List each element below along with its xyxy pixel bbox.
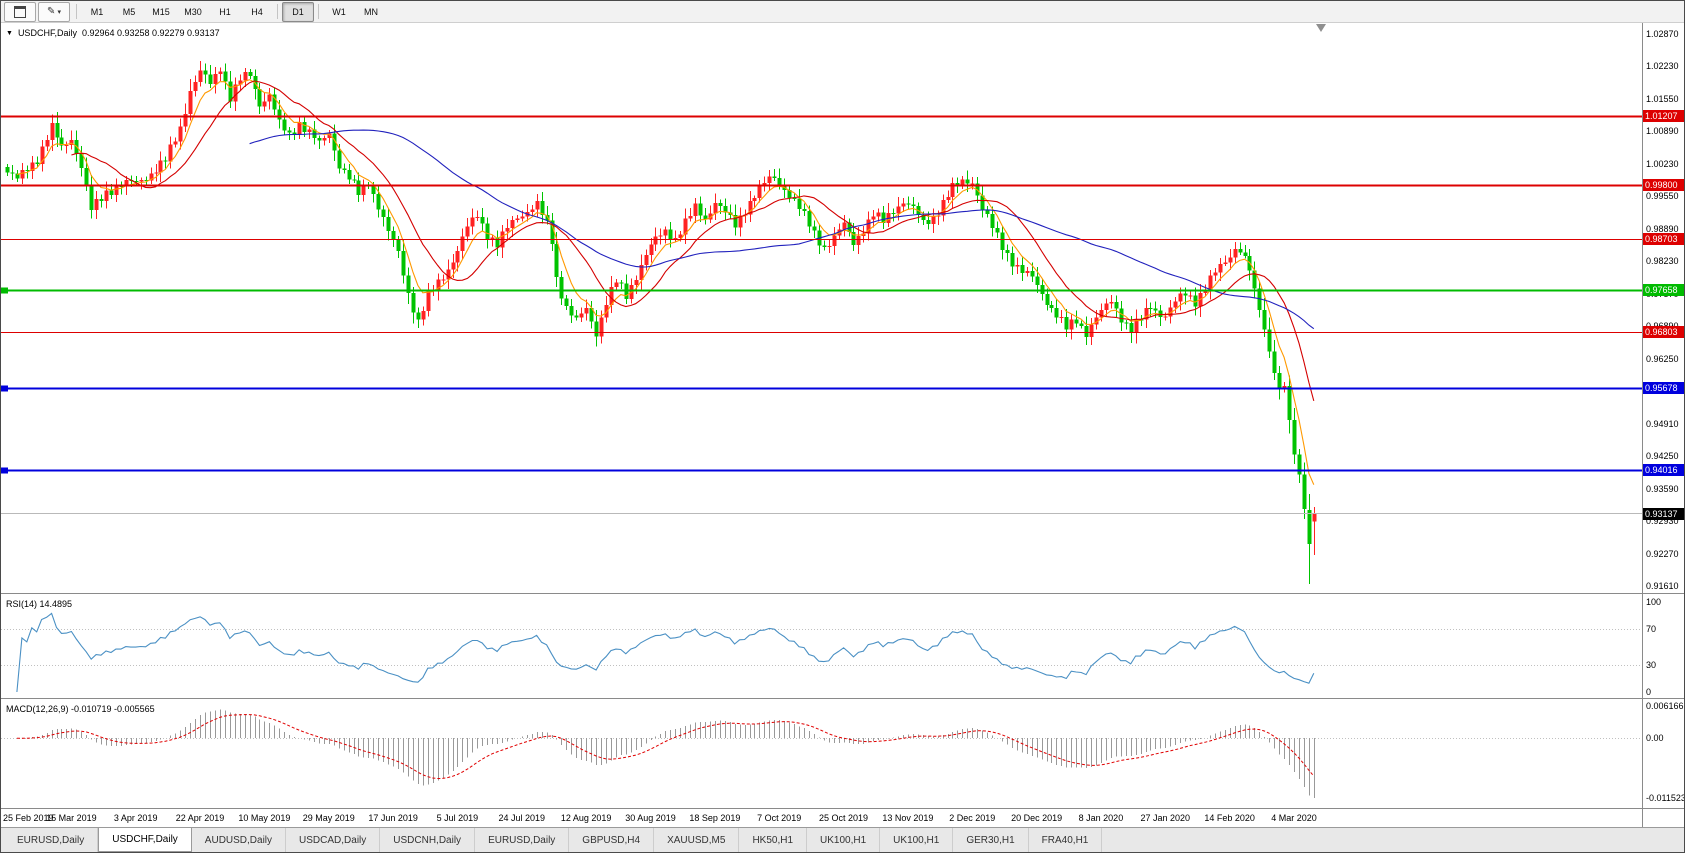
timeframe-button-d1[interactable]: D1 xyxy=(282,1,314,22)
chart-tab-audusd-daily[interactable]: AUDUSD,Daily xyxy=(191,828,287,852)
chart-symbol-label: USDCHF,Daily xyxy=(17,28,77,38)
rsi-line xyxy=(16,612,1315,693)
chart-tab-xauusd-m5[interactable]: XAUUSD,M5 xyxy=(654,828,740,852)
toolbar-separator xyxy=(318,4,319,19)
dropdown-caret-icon: ▾ xyxy=(57,8,61,16)
timeframe-button-w1[interactable]: W1 xyxy=(332,6,346,17)
chart-tabs-bar: EURUSD,Daily USDCHF,Daily AUDUSD,Daily USDC… xyxy=(1,827,1684,852)
hline-edge-marker[interactable] xyxy=(1,385,8,392)
macd-histogram xyxy=(12,709,1315,798)
chart-tab-hk50-h1[interactable]: HK50,H1 xyxy=(739,828,808,852)
timeframe-button-m30[interactable]: M30 xyxy=(184,6,202,17)
chart-toolbar: ✎ ▾ M1 M5 M15 M30 H1 H4 D1 W1 MN xyxy=(1,1,1684,23)
panel-separators[interactable] xyxy=(1,23,1685,829)
chart-ohlc-values: 0.92964 0.93258 0.92279 0.93137 xyxy=(81,28,220,38)
macd-indicator-label: MACD(12,26,9) -0.010719 -0.005565 xyxy=(6,704,155,714)
chart-tab-usdchf-daily[interactable]: USDCHF,Daily xyxy=(98,828,192,852)
candlesticks xyxy=(5,61,1317,585)
rsi-indicator-label: RSI(14) 14.4895 xyxy=(6,599,73,609)
chart-tab-uk100-h1[interactable]: UK100,H1 xyxy=(880,828,954,852)
timeframe-button-m5[interactable]: M5 xyxy=(122,6,136,17)
chart-tab-usdcad-daily[interactable]: USDCAD,Daily xyxy=(286,828,381,852)
macd-signal-line xyxy=(16,714,1315,780)
ma-14-line xyxy=(71,80,1315,402)
chart-tab-ger30-h1[interactable]: GER30,H1 xyxy=(953,828,1029,852)
chart-ohlc-header: ▼ USDCHF,Daily 0.92964 0.93258 0.92279 0… xyxy=(6,28,220,38)
hline-edge-marker[interactable] xyxy=(1,287,8,294)
ma-50-line xyxy=(249,129,1315,330)
chart-shift-marker-icon[interactable] xyxy=(1316,24,1326,32)
timeframe-button-m15[interactable]: M15 xyxy=(152,6,170,17)
toolbar-separator xyxy=(76,4,77,19)
pencil-icon: ✎ xyxy=(47,6,56,17)
chart-tab-eurusd-daily[interactable]: EURUSD,Daily xyxy=(4,828,99,852)
chart-tab-eurusd-daily[interactable]: EURUSD,Daily xyxy=(475,828,570,852)
timeframe-button-mn[interactable]: MN xyxy=(364,6,378,17)
chart-tab-fra40-h1[interactable]: FRA40,H1 xyxy=(1028,828,1103,852)
ma-6-line xyxy=(16,79,1315,485)
chart-tab-uk100-h1[interactable]: UK100,H1 xyxy=(807,828,881,852)
timeframe-buttons: M1 M5 M15 M30 H1 H4 D1 W1 MN xyxy=(81,1,387,22)
chart-tab-usdcnh-daily[interactable]: USDCNH,Daily xyxy=(380,828,476,852)
timeframe-button-h1[interactable]: H1 xyxy=(219,6,231,17)
toolbar-separator xyxy=(277,4,278,19)
draw-tool-button[interactable]: ✎ ▾ xyxy=(38,1,70,22)
timeframe-button-h4[interactable]: H4 xyxy=(251,6,263,17)
timeframe-button-m1[interactable]: M1 xyxy=(90,6,104,17)
chart-tab-gbpusd-h4[interactable]: GBPUSD,H4 xyxy=(569,828,655,852)
chart-window-icon xyxy=(14,5,26,18)
hline-edge-marker[interactable] xyxy=(1,467,8,474)
indicator-level-lines xyxy=(1,629,1642,739)
chart-window-button[interactable] xyxy=(4,1,36,22)
collapse-triangle-icon[interactable]: ▼ xyxy=(6,29,13,37)
